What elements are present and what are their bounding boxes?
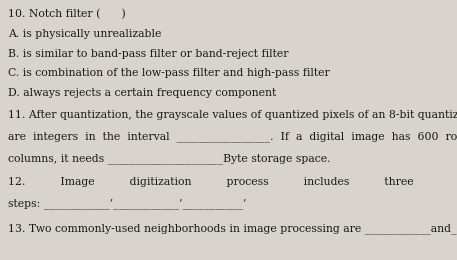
Text: 13. Two commonly-used neighborhoods in image processing are ____________and_____: 13. Two commonly-used neighborhoods in i… [8, 223, 457, 234]
Text: 10. Notch filter (      ): 10. Notch filter ( ) [8, 9, 126, 20]
Text: A. is physically unrealizable: A. is physically unrealizable [8, 29, 162, 39]
Text: steps: ____________’____________’___________’: steps: ____________’____________’_______… [8, 199, 247, 210]
Text: columns, it needs _____________________Byte storage space.: columns, it needs _____________________B… [8, 153, 331, 164]
Text: D. always rejects a certain frequency component: D. always rejects a certain frequency co… [8, 88, 276, 98]
Text: B. is similar to band-pass filter or band-reject filter: B. is similar to band-pass filter or ban… [8, 49, 289, 59]
Text: 12.          Image          digitization          process          includes     : 12. Image digitization process includes [8, 177, 414, 187]
Text: C. is combination of the low-pass filter and high-pass filter: C. is combination of the low-pass filter… [8, 68, 330, 78]
Text: are  integers  in  the  interval  _________________.  If  a  digital  image  has: are integers in the interval ___________… [8, 132, 457, 142]
Text: 11. After quantization, the grayscale values of quantized pixels of an 8-bit qua: 11. After quantization, the grayscale va… [8, 110, 457, 120]
